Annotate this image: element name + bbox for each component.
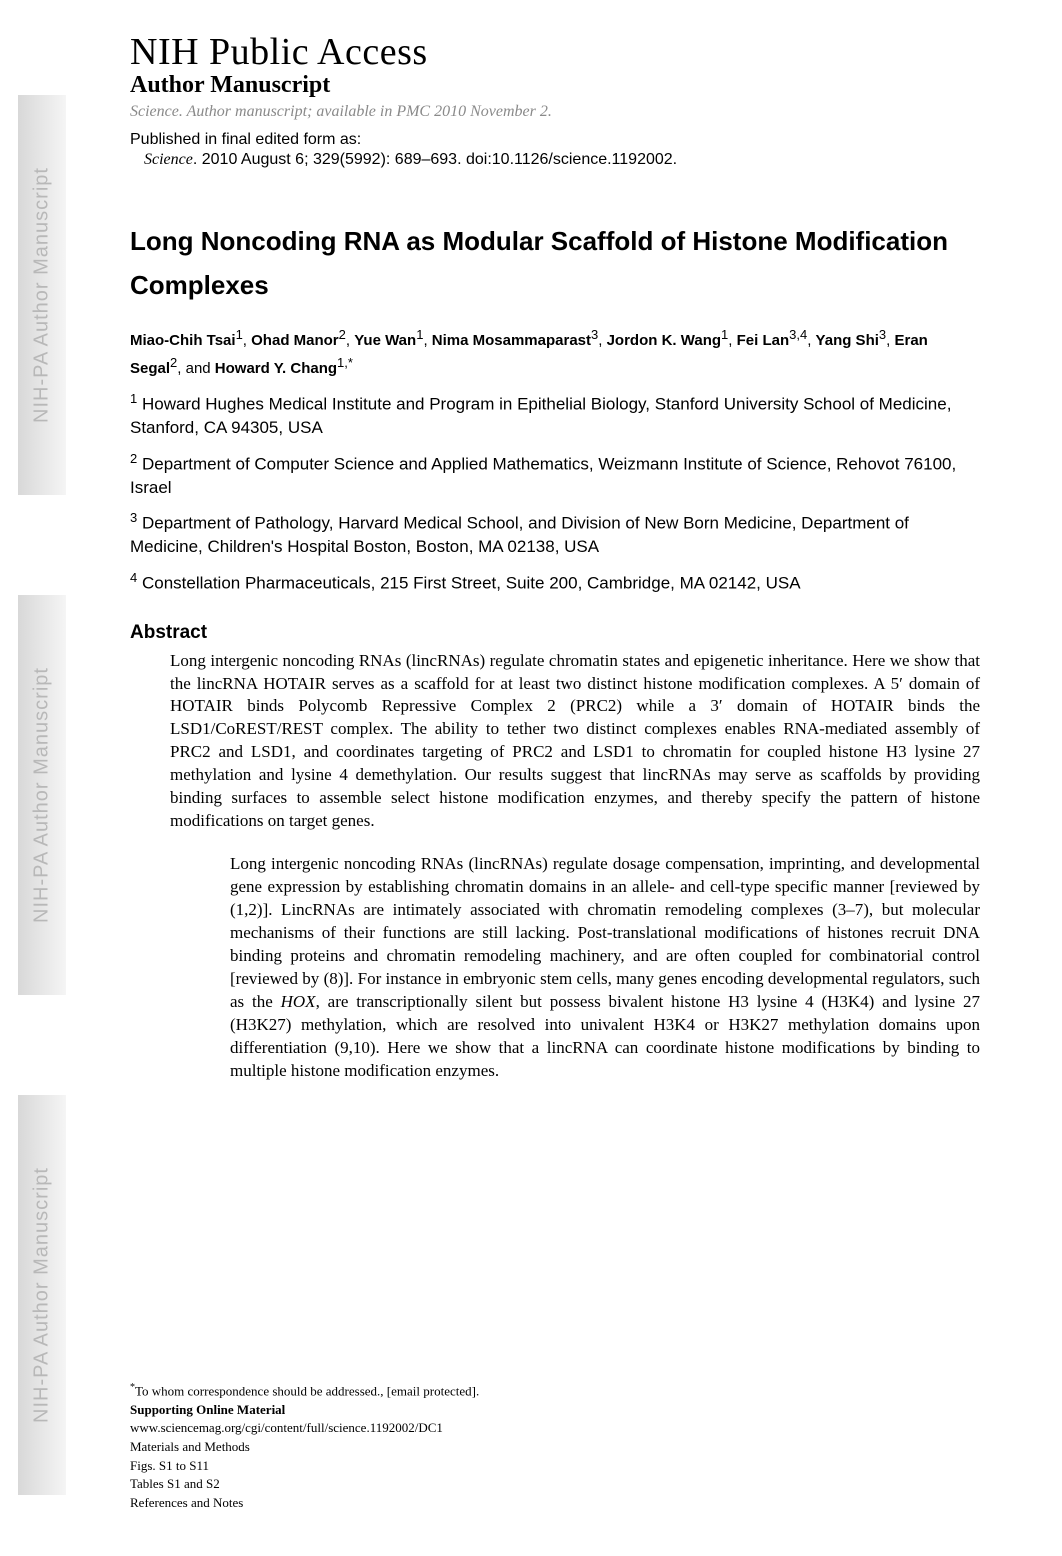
author-aff: 2 — [170, 355, 177, 370]
body-paragraph: Long intergenic noncoding RNAs (lincRNAs… — [230, 853, 980, 1082]
meta-text: . Author manuscript; available in PMC 20… — [179, 103, 552, 120]
aff-text: Department of Pathology, Harvard Medical… — [130, 514, 909, 556]
author-aff: 3,4 — [789, 327, 807, 342]
author-manuscript-subtitle: Author Manuscript — [130, 72, 980, 99]
abstract-body: Long intergenic noncoding RNAs (lincRNAs… — [170, 650, 980, 834]
author-aff: 3 — [879, 327, 886, 342]
author-name: Howard Y. Chang — [215, 360, 337, 377]
article-title: Long Noncoding RNA as Modular Scaffold o… — [130, 219, 980, 307]
affiliation: 4 Constellation Pharmaceuticals, 215 Fir… — [130, 569, 980, 596]
som-line: References and Notes — [130, 1494, 980, 1512]
authors-block: Miao-Chih Tsai1, Ohad Manor2, Yue Wan1, … — [130, 325, 980, 380]
aff-text: Howard Hughes Medical Institute and Prog… — [130, 395, 951, 437]
author-name: Yue Wan — [354, 332, 416, 349]
author-aff: 1,* — [337, 355, 353, 370]
affiliation: 2 Department of Computer Science and App… — [130, 450, 980, 500]
correspondence-footnote: *To whom correspondence should be addres… — [130, 1381, 980, 1400]
author-name: Miao-Chih Tsai — [130, 332, 236, 349]
author-name: Nima Mosammaparast — [432, 332, 591, 349]
som-line: Figs. S1 to S11 — [130, 1457, 980, 1475]
som-line: Tables S1 and S2 — [130, 1475, 980, 1493]
sidebar-watermark: NIH-PA Author Manuscript — [18, 1095, 66, 1495]
affiliation: 1 Howard Hughes Medical Institute and Pr… — [130, 390, 980, 440]
meta-journal: Science — [130, 103, 179, 120]
body-text-b: , are transcriptionally silent but posse… — [230, 992, 980, 1080]
author-name: Yang Shi — [816, 332, 879, 349]
published-label: Published in final edited form as: — [130, 131, 980, 149]
gene-name: HOX — [281, 992, 316, 1011]
main-content: NIH Public Access Author Manuscript Scie… — [130, 30, 980, 1082]
abstract-heading: Abstract — [130, 622, 980, 644]
author-name: Jordon K. Wang — [607, 332, 721, 349]
citation-text: . 2010 August 6; 329(5992): 689–693. doi… — [193, 151, 677, 168]
author-name: Fei Lan — [737, 332, 790, 349]
article-title-line1: Long Noncoding RNA as Modular Scaffold o… — [130, 219, 980, 263]
author-aff: 1 — [416, 327, 423, 342]
author-aff: 3 — [591, 327, 598, 342]
sidebar-watermark: NIH-PA Author Manuscript — [18, 95, 66, 495]
citation-journal: Science — [144, 151, 193, 168]
body-text-a: Long intergenic noncoding RNAs (lincRNAs… — [230, 854, 980, 1011]
access-title: NIH Public Access — [130, 30, 980, 74]
author-aff: 1 — [236, 327, 243, 342]
article-title-line2: Complexes — [130, 263, 980, 307]
affiliation: 3 Department of Pathology, Harvard Medic… — [130, 509, 980, 559]
author-aff: 1 — [721, 327, 728, 342]
aff-text: Department of Computer Science and Appli… — [130, 455, 956, 497]
author-name: Ohad Manor — [251, 332, 339, 349]
aff-text: Constellation Pharmaceuticals, 215 First… — [137, 574, 800, 593]
corr-text: To whom correspondence should be address… — [135, 1383, 479, 1398]
footnotes-block: *To whom correspondence should be addres… — [130, 1380, 980, 1511]
som-url: www.sciencemag.org/cgi/content/full/scie… — [130, 1419, 980, 1437]
citation-line: Science. 2010 August 6; 329(5992): 689–6… — [144, 151, 980, 169]
header-meta: Science. Author manuscript; available in… — [130, 103, 980, 121]
som-line: Materials and Methods — [130, 1438, 980, 1456]
som-heading: Supporting Online Material — [130, 1401, 980, 1419]
sidebar-watermark: NIH-PA Author Manuscript — [18, 595, 66, 995]
author-aff: 2 — [339, 327, 346, 342]
